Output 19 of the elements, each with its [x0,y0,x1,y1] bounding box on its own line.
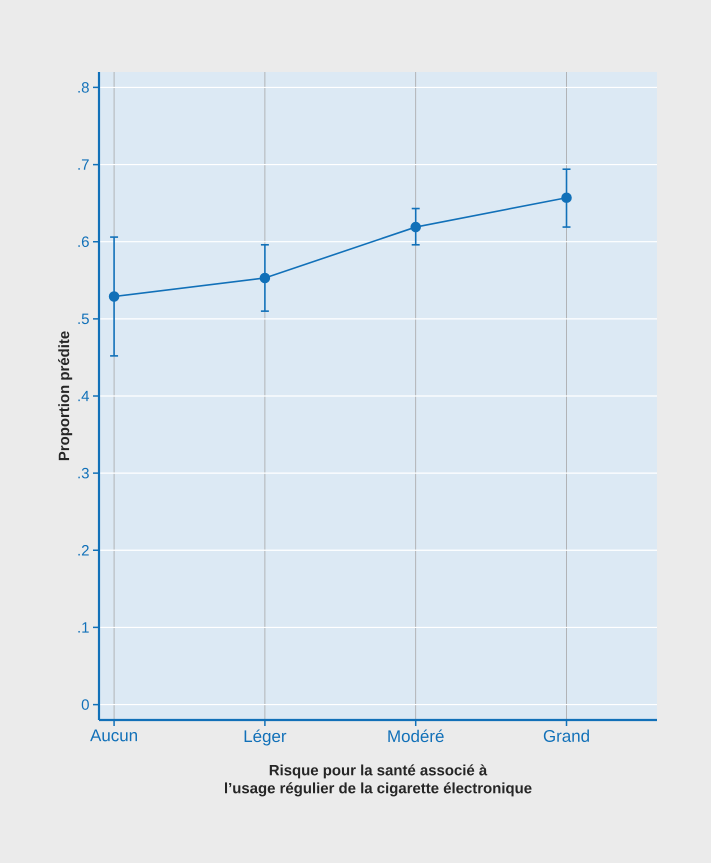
x-axis-title: Risque pour la santé associé à l’usage régulier de la cigarette électronique [224,764,532,796]
x-tick-label: Modéré [388,730,444,742]
y-tick-label: .8 [78,82,89,93]
y-tick-label: .7 [78,159,89,170]
y-tick-label: .2 [78,545,89,556]
x-tick-label: Aucun [90,730,137,742]
point [260,272,270,284]
x-tick-label: Grand [544,730,589,742]
y-tick-label: .3 [78,468,89,478]
y-axis-title: Proportion prédite [58,331,72,460]
y-tick-label: .5 [78,314,89,324]
y-tick-label: .4 [78,390,90,402]
point [561,192,572,204]
x-tick-label: Léger [244,730,286,746]
y-tick-label: .1 [78,622,89,633]
point [410,222,421,232]
point [108,291,120,302]
y-tick-label: .6 [78,236,89,247]
y-tick-label: 0 [82,699,89,710]
